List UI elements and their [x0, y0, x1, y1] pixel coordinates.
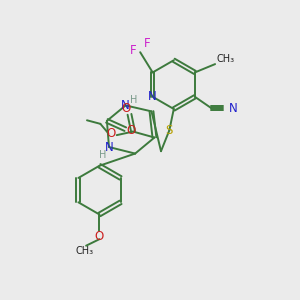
Text: H: H [130, 95, 138, 105]
Text: O: O [126, 124, 135, 137]
Text: F: F [130, 44, 137, 57]
Text: N: N [121, 99, 130, 112]
Text: N: N [105, 140, 113, 154]
Text: O: O [107, 127, 116, 140]
Text: S: S [166, 124, 173, 137]
Text: CH₃: CH₃ [217, 54, 235, 64]
Text: O: O [121, 103, 130, 116]
Text: F: F [143, 38, 150, 50]
Text: N: N [229, 102, 237, 115]
Text: N: N [148, 90, 157, 103]
Text: O: O [95, 230, 104, 243]
Text: H: H [99, 150, 106, 161]
Text: CH₃: CH₃ [76, 246, 94, 256]
